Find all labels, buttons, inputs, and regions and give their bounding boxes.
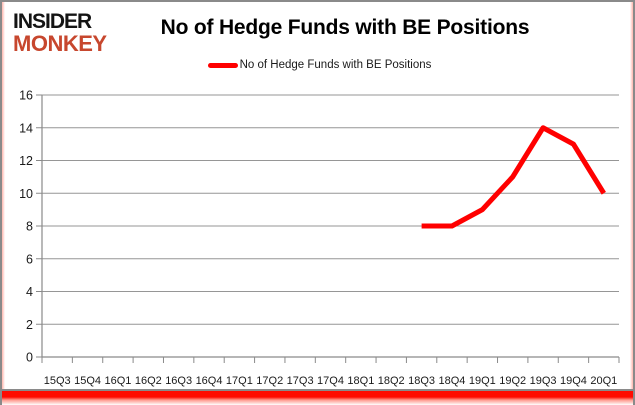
chart-area: 0 2 4 6 8 10 12 14 16 15Q3 15Q4 16Q1 16Q2 16Q3 16Q4 17Q…	[2, 82, 633, 397]
x-tick-label: 17Q1	[226, 375, 253, 387]
x-tick-label: 19Q1	[469, 375, 496, 387]
y-tick-label: 16	[19, 89, 33, 103]
insider-monkey-logo: INSIDER MONKEY	[13, 11, 128, 55]
x-tick-label: 16Q1	[104, 375, 131, 387]
x-tick-label: 15Q4	[74, 375, 101, 387]
x-tick-label: 16Q3	[165, 375, 192, 387]
y-tick-label: 2	[26, 318, 33, 332]
legend: No of Hedge Funds with BE Positions	[2, 59, 633, 71]
x-tick-label: 19Q4	[560, 375, 587, 387]
y-tick-label: 4	[26, 285, 33, 299]
y-tick-label: 10	[19, 187, 33, 201]
x-tick-label: 17Q3	[287, 375, 314, 387]
x-tick-label: 19Q3	[530, 375, 557, 387]
x-tick-label: 18Q4	[439, 375, 466, 387]
legend-line-marker	[207, 62, 238, 68]
x-tick-label: 17Q4	[317, 375, 344, 387]
y-tick-label: 0	[26, 351, 33, 365]
y-tick-label: 12	[19, 154, 33, 168]
logo-word-monkey: MONKEY	[13, 31, 107, 56]
x-tick-label: 19Q2	[499, 375, 526, 387]
x-tick-label: 16Q2	[135, 375, 162, 387]
x-tick-label: 17Q2	[256, 375, 283, 387]
legend-label: No of Hedge Funds with BE Positions	[239, 59, 432, 71]
x-tick-label: 20Q1	[590, 375, 617, 387]
x-tick-label: 18Q3	[408, 375, 435, 387]
y-tick-label: 6	[26, 252, 33, 266]
x-tick-label: 16Q4	[196, 375, 223, 387]
x-tick-label: 15Q3	[44, 375, 71, 387]
y-tick-label: 8	[26, 220, 33, 234]
x-tick-label: 18Q1	[347, 375, 374, 387]
chart-title: No of Hedge Funds with BE Positions	[160, 16, 530, 39]
logo-word-insider: INSIDER	[13, 10, 92, 33]
y-tick-label: 14	[19, 121, 33, 135]
data-series-line	[421, 125, 606, 229]
x-tick-label: 18Q2	[378, 375, 405, 387]
